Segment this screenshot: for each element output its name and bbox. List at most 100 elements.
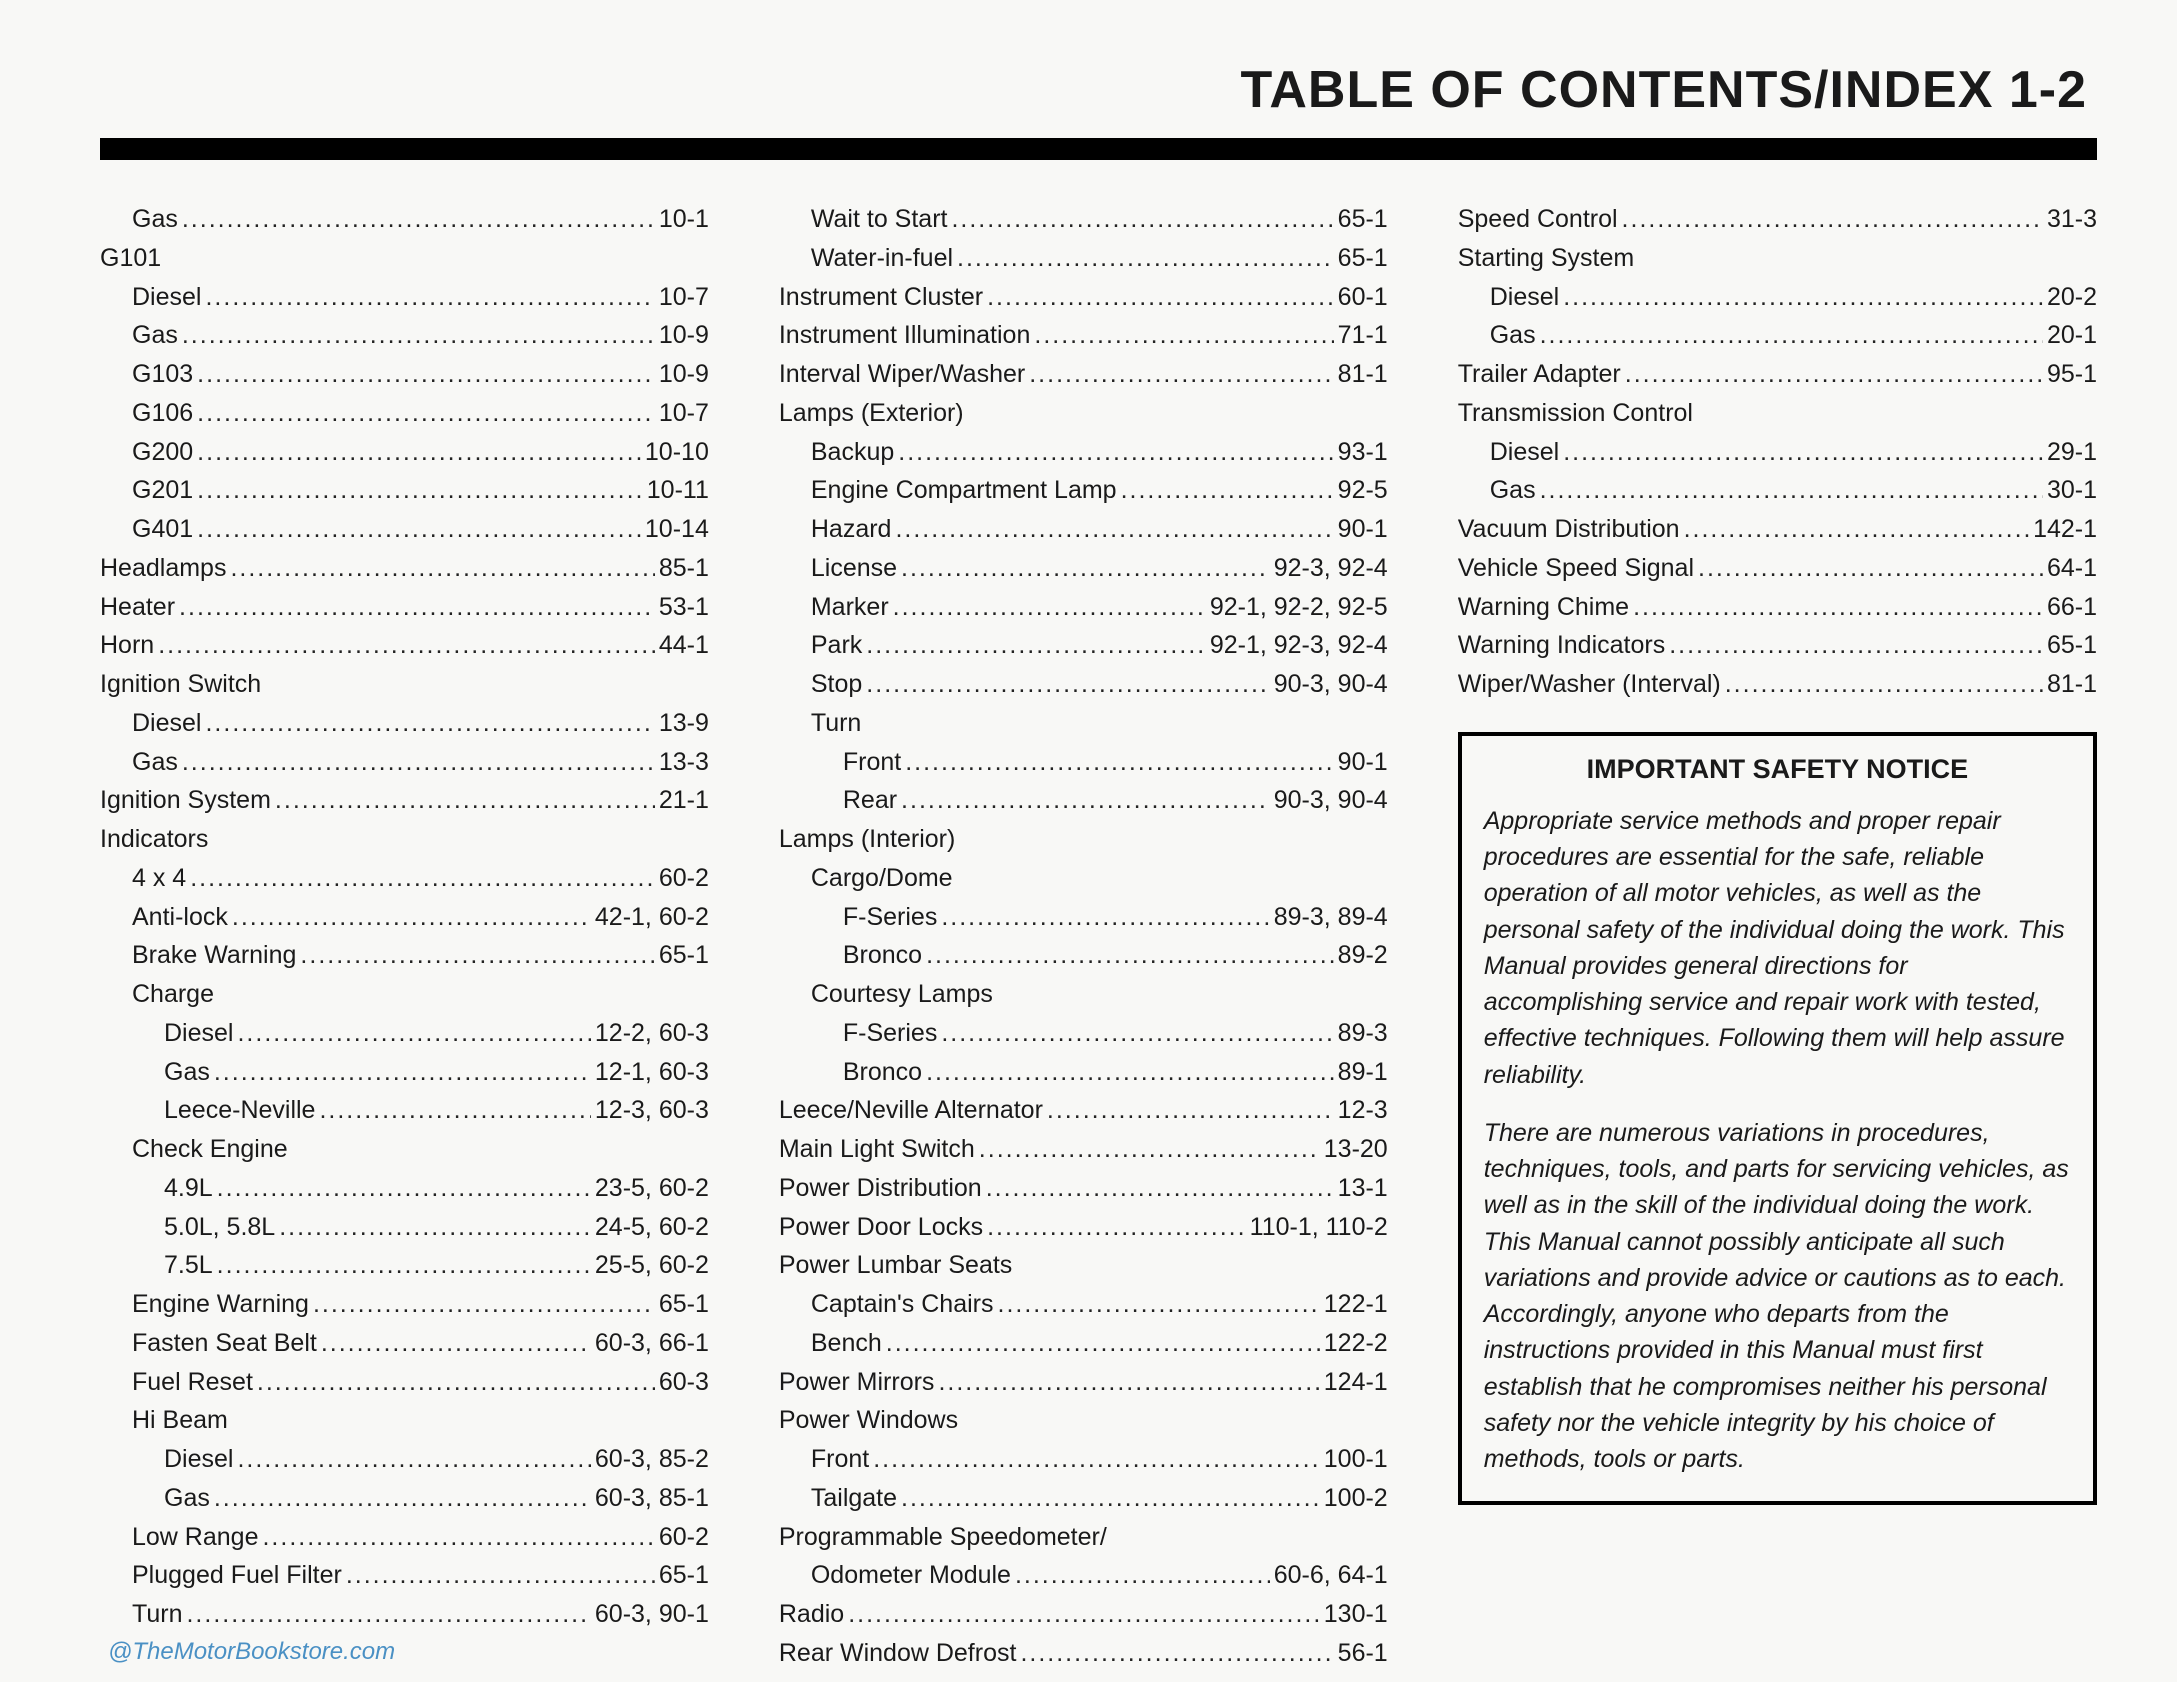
index-entry: 7.5L 25-5, 60-2: [100, 1246, 709, 1285]
index-page: 13-1: [1338, 1169, 1388, 1208]
index-page: 92-5: [1338, 471, 1388, 510]
index-entry: Diesel 10-7: [100, 278, 709, 317]
index-page: 65-1: [659, 1556, 709, 1595]
column-3: Speed Control 31-3Starting SystemDiesel …: [1458, 200, 2097, 1673]
index-label: Bronco: [843, 1053, 922, 1092]
leader-dots: [998, 1285, 1320, 1324]
index-label: Vacuum Distribution: [1458, 510, 1680, 549]
index-label: G201: [132, 471, 193, 510]
index-label: Fasten Seat Belt: [132, 1324, 317, 1363]
leader-dots: [1633, 588, 2043, 627]
index-page: 89-2: [1338, 936, 1388, 975]
index-page: 23-5, 60-2: [595, 1169, 709, 1208]
index-page: 42-1, 60-2: [595, 898, 709, 937]
header-divider: [100, 138, 2097, 160]
index-page: 89-3, 89-4: [1274, 898, 1388, 937]
index-page: 60-2: [659, 859, 709, 898]
index-heading: Lamps (Exterior): [779, 394, 1388, 433]
index-page: 53-1: [659, 588, 709, 627]
index-entry: Interval Wiper/Washer 81-1: [779, 355, 1388, 394]
index-label: Diesel: [164, 1440, 233, 1479]
index-entry: Gas 10-9: [100, 316, 709, 355]
index-label: Wiper/Washer (Interval): [1458, 665, 1721, 704]
index-label: F-Series: [843, 1014, 937, 1053]
index-entry: F-Series 89-3: [779, 1014, 1388, 1053]
index-entry: 5.0L, 5.8L 24-5, 60-2: [100, 1208, 709, 1247]
index-page: 90-3, 90-4: [1274, 665, 1388, 704]
column-1: Gas 10-1G101Diesel 10-7Gas 10-9G103 10-9…: [100, 200, 709, 1673]
index-page: 30-1: [2047, 471, 2097, 510]
index-page: 10-7: [659, 394, 709, 433]
leader-dots: [197, 355, 655, 394]
index-page: 93-1: [1338, 433, 1388, 472]
leader-dots: [901, 781, 1270, 820]
leader-dots: [190, 859, 655, 898]
index-page: 10-9: [659, 355, 709, 394]
index-label: Instrument Illumination: [779, 316, 1031, 355]
leader-dots: [901, 549, 1270, 588]
index-page: 12-1, 60-3: [595, 1053, 709, 1092]
leader-dots: [1029, 355, 1333, 394]
index-page: 65-1: [659, 936, 709, 975]
index-entry: Warning Chime 66-1: [1458, 588, 2097, 627]
index-label: Vehicle Speed Signal: [1458, 549, 1694, 588]
index-page: 92-1, 92-3, 92-4: [1210, 626, 1388, 665]
index-page: 60-3: [659, 1363, 709, 1402]
index-page: 65-1: [2047, 626, 2097, 665]
index-page: 81-1: [2047, 665, 2097, 704]
leader-dots: [197, 394, 655, 433]
index-label: Engine Compartment Lamp: [811, 471, 1117, 510]
index-label: Brake Warning: [132, 936, 296, 975]
index-entry: Backup 93-1: [779, 433, 1388, 472]
leader-dots: [217, 1246, 591, 1285]
leader-dots: [1121, 471, 1334, 510]
index-label: Gas: [1490, 316, 1536, 355]
index-heading: Charge: [100, 975, 709, 1014]
index-page: 20-1: [2047, 316, 2097, 355]
index-heading: Lamps (Interior): [779, 820, 1388, 859]
index-label: Ignition System: [100, 781, 271, 820]
leader-dots: [182, 743, 655, 782]
index-page: 110-1, 110-2: [1250, 1208, 1388, 1247]
index-page: 10-10: [645, 433, 709, 472]
index-label: Speed Control: [1458, 200, 1618, 239]
index-label: Fuel Reset: [132, 1363, 253, 1402]
index-label: Heater: [100, 588, 175, 627]
index-page: 65-1: [1338, 239, 1388, 278]
index-label: Main Light Switch: [779, 1130, 975, 1169]
index-entry: Diesel 60-3, 85-2: [100, 1440, 709, 1479]
leader-dots: [197, 433, 641, 472]
index-label: G200: [132, 433, 193, 472]
index-label: Low Range: [132, 1518, 258, 1557]
index-entry: Captain's Chairs 122-1: [779, 1285, 1388, 1324]
leader-dots: [866, 626, 1206, 665]
index-page: 100-1: [1324, 1440, 1388, 1479]
leader-dots: [941, 1014, 1333, 1053]
index-entry: G401 10-14: [100, 510, 709, 549]
index-entry: Gas 12-1, 60-3: [100, 1053, 709, 1092]
leader-dots: [1020, 1634, 1333, 1673]
leader-dots: [987, 1208, 1246, 1247]
index-entry: Diesel 29-1: [1458, 433, 2097, 472]
leader-dots: [1047, 1091, 1334, 1130]
index-entry: Diesel 13-9: [100, 704, 709, 743]
index-entry: G200 10-10: [100, 433, 709, 472]
index-heading: Turn: [779, 704, 1388, 743]
index-page: 92-3, 92-4: [1274, 549, 1388, 588]
column-2: Wait to Start 65-1Water-in-fuel 65-1Inst…: [779, 200, 1388, 1673]
index-page: 71-1: [1338, 316, 1388, 355]
index-entry: Marker 92-1, 92-2, 92-5: [779, 588, 1388, 627]
leader-dots: [1034, 316, 1333, 355]
index-label: Diesel: [1490, 278, 1559, 317]
index-label: Front: [811, 1440, 869, 1479]
index-heading: Programmable Speedometer/: [779, 1518, 1388, 1557]
leader-dots: [941, 898, 1269, 937]
index-label: Stop: [811, 665, 862, 704]
notice-paragraph: Appropriate service methods and proper r…: [1484, 803, 2071, 1093]
leader-dots: [898, 433, 1333, 472]
leader-dots: [214, 1053, 591, 1092]
index-heading: Power Windows: [779, 1401, 1388, 1440]
index-label: 4.9L: [164, 1169, 213, 1208]
leader-dots: [237, 1440, 590, 1479]
index-label: Backup: [811, 433, 894, 472]
